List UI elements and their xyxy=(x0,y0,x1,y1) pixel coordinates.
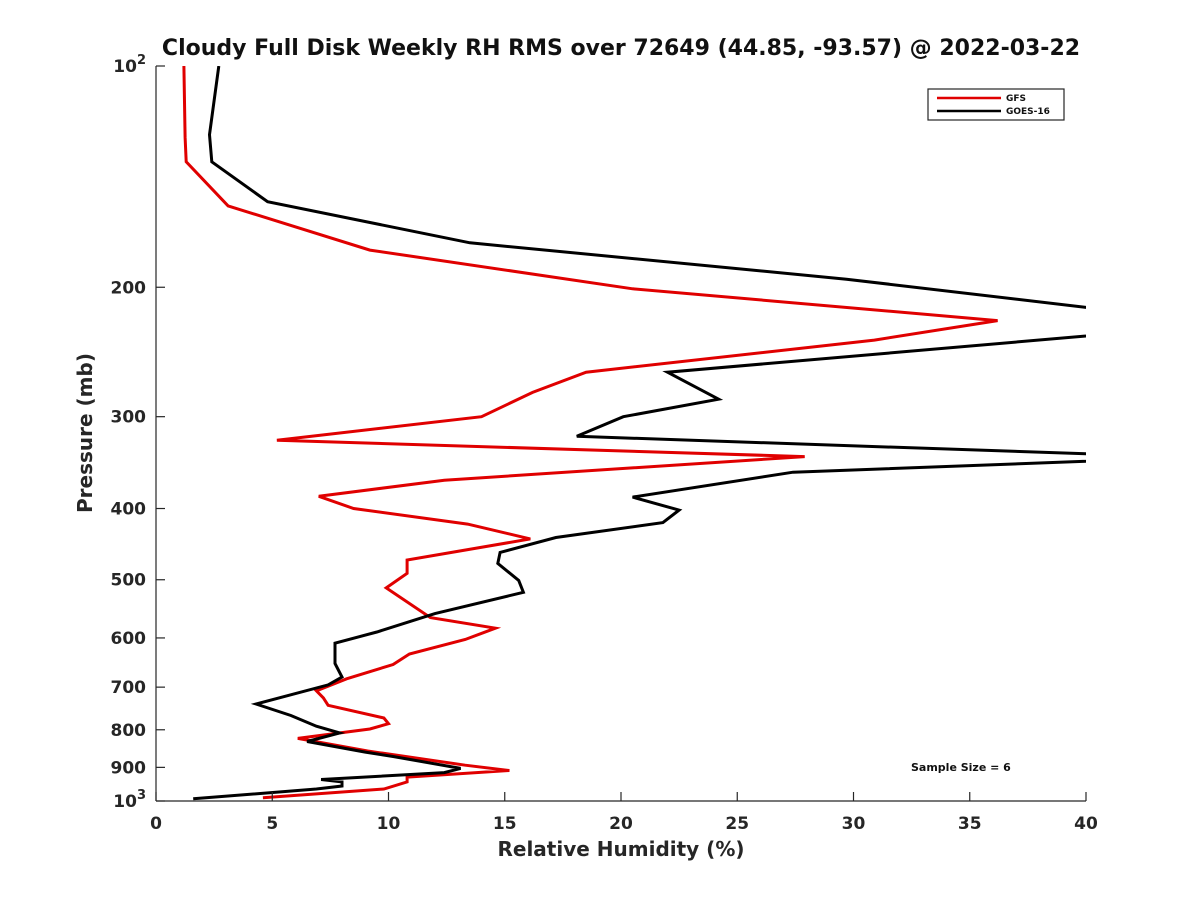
axes-layer: 0 5 10 15 20 25 30 35 40 102 200 300 400 500 600 700 800… xyxy=(111,53,1098,834)
y-tick-label: 500 xyxy=(111,571,147,591)
legend-box xyxy=(927,88,1065,121)
x-tick-label: 15 xyxy=(493,814,517,834)
series-layer xyxy=(182,66,1086,801)
x-tick-label: 25 xyxy=(725,814,749,834)
series-line-goes16 xyxy=(193,66,1086,801)
x-tick-label: 0 xyxy=(150,814,162,834)
x-tick-label: 40 xyxy=(1074,814,1098,834)
legend-label-gfs: GFS xyxy=(1006,94,1026,104)
x-tick-label: 5 xyxy=(266,814,278,834)
y-tick-label: 102 xyxy=(113,53,146,77)
sample-size-annotation: Sample Size = 6 xyxy=(911,761,1011,774)
x-axis-label: Relative Humidity (%) xyxy=(497,837,744,861)
x-tick-label: 20 xyxy=(609,814,633,834)
y-tick-label: 900 xyxy=(111,758,147,778)
y-tick-label: 200 xyxy=(111,278,147,298)
chart-title: Cloudy Full Disk Weekly RH RMS over 7264… xyxy=(162,36,1080,61)
y-tick-label: 600 xyxy=(111,629,147,649)
x-tick-label: 10 xyxy=(377,814,401,834)
x-tick-label: 35 xyxy=(958,814,982,834)
y-tick-label: 103 xyxy=(113,788,146,812)
y-tick-label: 800 xyxy=(111,721,147,741)
y-axis-label: Pressure (mb) xyxy=(73,353,97,513)
legend: GFS GOES-16 xyxy=(927,88,1065,121)
legend-label-goes16: GOES-16 xyxy=(1006,107,1050,117)
y-tick-label: 300 xyxy=(111,408,147,428)
y-tick-label: 400 xyxy=(111,500,147,520)
x-tick-label: 30 xyxy=(842,814,866,834)
y-tick-label: 700 xyxy=(111,678,147,698)
